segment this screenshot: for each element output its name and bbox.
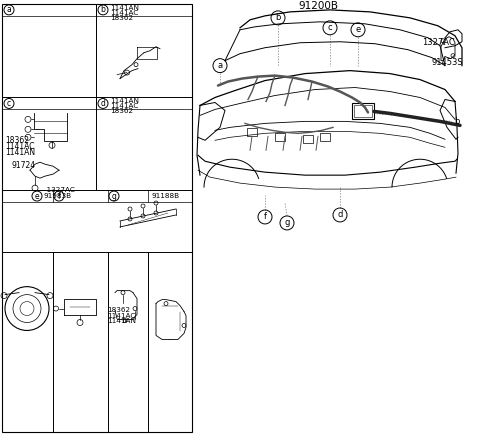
Text: 18362: 18362 [5,136,29,145]
Bar [352,103,374,119]
Bar [303,135,313,143]
Text: 1141AN: 1141AN [5,148,35,157]
Text: 1141AC: 1141AC [110,10,138,16]
Text: c: c [328,23,332,32]
Text: 1141AN: 1141AN [110,5,139,11]
Text: 91724: 91724 [12,161,36,170]
Text: 18362: 18362 [107,306,130,312]
Text: d: d [337,210,343,220]
Bar [354,105,372,118]
Bar [2,4,192,432]
Text: 1141AC: 1141AC [110,103,138,109]
Text: 91983B: 91983B [44,193,72,199]
Text: 1141AC: 1141AC [107,312,135,319]
Text: b: b [454,117,459,126]
Text: e: e [35,191,39,201]
Text: g: g [284,218,290,227]
Text: c: c [7,99,11,108]
Text: 91188B: 91188B [152,193,180,199]
Text: 1141AC: 1141AC [5,142,35,151]
Text: a: a [7,5,12,14]
Text: — 1327AC: — 1327AC [37,187,75,193]
Text: b: b [101,5,106,14]
Text: b: b [276,13,281,22]
Text: 91200B: 91200B [298,1,338,11]
Text: f: f [58,191,60,201]
Bar [247,128,257,136]
Text: 18362: 18362 [110,15,133,21]
Text: 1327AC: 1327AC [422,38,455,47]
Text: d: d [101,99,106,108]
Text: 1141AN: 1141AN [107,319,136,325]
Text: 18362: 18362 [110,108,133,115]
Text: 91453S: 91453S [432,58,464,67]
Bar [320,133,330,141]
Text: e: e [355,25,360,34]
Text: f: f [264,213,266,221]
Text: a: a [217,61,223,70]
Text: 1141AN: 1141AN [110,99,139,105]
Bar [275,133,285,141]
Text: g: g [111,191,117,201]
